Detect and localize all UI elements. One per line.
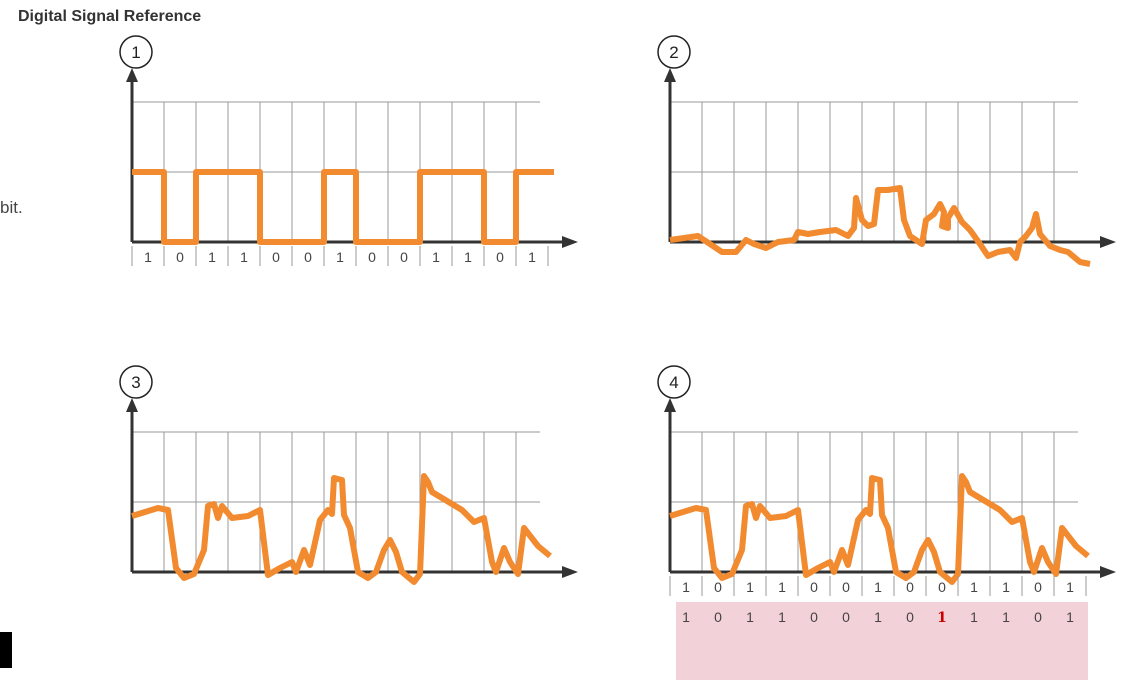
received-bit: 0 xyxy=(842,609,850,625)
y-axis-arrow xyxy=(126,68,138,82)
grid xyxy=(670,431,1078,572)
page-title: Digital Signal Reference xyxy=(18,8,202,25)
bit-label: 1 xyxy=(336,249,344,265)
bit-label: 1 xyxy=(1066,579,1074,595)
received-bit: 1 xyxy=(1002,609,1010,625)
received-bit-labels: 1 0 1 1 0 0 1 0 1 1 1 0 1 xyxy=(682,609,1074,626)
bit-label: 1 xyxy=(432,249,440,265)
bit-label: 1 xyxy=(778,579,786,595)
bit-label: 1 xyxy=(1002,579,1010,595)
noise-signal xyxy=(669,185,1091,267)
bit-label: 0 xyxy=(938,579,946,595)
black-side-tab xyxy=(0,632,12,668)
y-axis-arrow xyxy=(126,398,138,412)
panel-1-svg: 1 1 0 1 1 0 0 1 0 0 1 1 0 1 xyxy=(119,35,578,266)
bit-label: 1 xyxy=(970,579,978,595)
panel-number: 3 xyxy=(131,373,140,392)
noisy-signal xyxy=(669,473,1090,585)
bit-label: 0 xyxy=(368,249,376,265)
bit-labels: 1 0 1 1 0 0 1 0 0 1 1 0 1 xyxy=(669,576,1087,596)
x-axis-arrow xyxy=(562,236,578,248)
panel-number-circle xyxy=(119,365,153,399)
received-bit: 1 xyxy=(682,609,690,625)
panel-number: 2 xyxy=(669,43,678,62)
bit-label: 1 xyxy=(746,579,754,595)
y-axis-arrow xyxy=(664,398,676,412)
panel-4: 4 1 0 1 1 0 0 1 0 0 1 1 0 1 1 0 1 1 0 0 1 0 1 1 1 0 1 xyxy=(648,360,1124,680)
received-bit: 1 xyxy=(970,609,978,625)
panel-4-svg: 4 1 0 1 1 0 0 1 0 0 1 1 0 1 1 0 1 1 0 0 1 0 1 1 1 0 1 xyxy=(657,365,1116,680)
bit-label: 1 xyxy=(144,249,152,265)
bit-label: 0 xyxy=(810,579,818,595)
bit-label: 1 xyxy=(528,249,536,265)
bit-label: 0 xyxy=(906,579,914,595)
bit-label: 0 xyxy=(1034,579,1042,595)
cropped-side-text: bit. xyxy=(0,198,23,217)
grid xyxy=(132,431,540,572)
grid xyxy=(670,101,1078,242)
bit-label: 1 xyxy=(682,579,690,595)
received-bit: 0 xyxy=(810,609,818,625)
received-bit: 0 xyxy=(714,609,722,625)
panel-number-circle xyxy=(119,35,153,69)
x-axis-arrow xyxy=(1100,566,1116,578)
received-bit: 1 xyxy=(1066,609,1074,625)
panel-3: 3 xyxy=(110,360,590,620)
noisy-signal xyxy=(131,473,552,585)
square-wave-signal xyxy=(132,169,554,245)
bit-label: 1 xyxy=(874,579,882,595)
x-axis-arrow xyxy=(562,566,578,578)
bit-label: 0 xyxy=(496,249,504,265)
bit-label: 0 xyxy=(176,249,184,265)
panel-3-svg: 3 xyxy=(119,365,578,585)
bit-label: 0 xyxy=(304,249,312,265)
axes xyxy=(664,68,1116,248)
received-bit: 1 xyxy=(778,609,786,625)
bit-label: 0 xyxy=(714,579,722,595)
bit-label: 1 xyxy=(240,249,248,265)
received-bit: 1 xyxy=(746,609,754,625)
received-bit-error: 1 xyxy=(937,610,947,626)
received-bit: 0 xyxy=(1034,609,1042,625)
panel-number: 4 xyxy=(669,373,678,392)
bit-label: 1 xyxy=(208,249,216,265)
bit-labels: 1 0 1 1 0 0 1 0 0 1 1 0 1 xyxy=(131,246,549,266)
bit-label: 0 xyxy=(400,249,408,265)
panel-number-circle xyxy=(657,365,691,399)
x-axis-arrow xyxy=(1100,236,1116,248)
panel-2-svg: 2 xyxy=(657,35,1116,267)
panel-number-circle xyxy=(657,35,691,69)
y-axis-arrow xyxy=(664,68,676,82)
bit-label: 0 xyxy=(272,249,280,265)
received-bit: 0 xyxy=(906,609,914,625)
panel-1: 1 1 0 1 1 0 0 1 0 0 1 1 0 1 xyxy=(110,30,590,290)
panel-number: 1 xyxy=(131,43,140,62)
bit-label: 0 xyxy=(842,579,850,595)
bit-label: 1 xyxy=(464,249,472,265)
received-bits-band xyxy=(676,602,1088,680)
received-bit: 1 xyxy=(874,609,882,625)
panel-2: 2 xyxy=(648,30,1124,290)
